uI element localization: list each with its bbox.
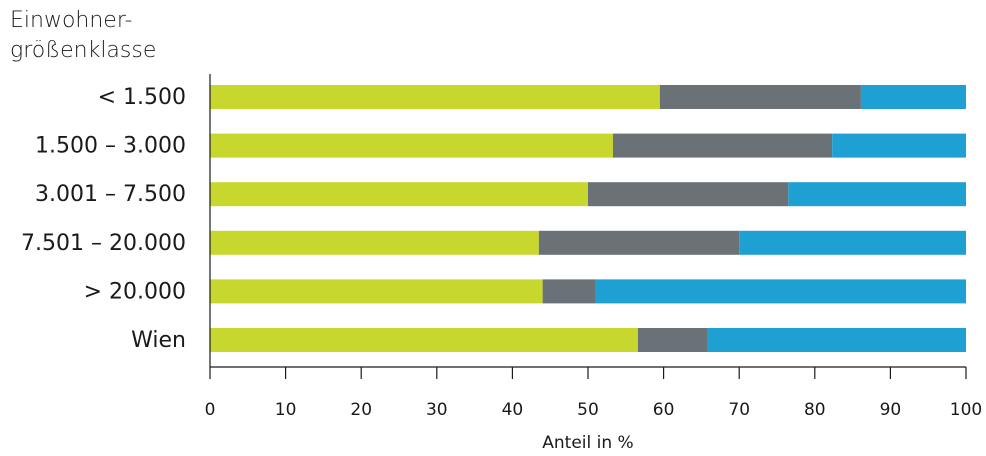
x-tick-label: 100: [950, 400, 982, 420]
bar-segment-2-row-6: [637, 328, 708, 352]
bar-segment-1-row-6: [210, 328, 638, 352]
bar-segment-3-row-2: [832, 133, 966, 158]
axes-group: 0 10 20 30 40 50 60 70 80 90 100: [205, 74, 982, 420]
bar-segment-3-row-5: [595, 279, 966, 304]
bar-segment-1-row-2: [210, 133, 613, 158]
x-tick-label: 90: [880, 400, 902, 420]
bar-segment-1-row-4: [210, 230, 539, 255]
category-labels: < 1.500 1.500 – 3.000 3.001 – 7.500 7.501 –…: [21, 85, 186, 353]
bar-segment-3-row-4: [739, 230, 966, 255]
bar-segment-1-row-3: [210, 182, 588, 207]
bar-segment-2-row-2: [612, 133, 833, 158]
y-axis-title-line-2: größenklasse: [10, 38, 157, 63]
bar-segment-3-row-3: [788, 182, 966, 207]
category-label: 7.501 – 20.000: [21, 231, 186, 256]
x-tick-label: 70: [728, 400, 750, 420]
category-label: 1.500 – 3.000: [35, 134, 186, 159]
bar-segment-2-row-3: [588, 182, 789, 207]
bar-segment-2-row-5: [542, 279, 596, 304]
x-tick-label: 20: [350, 400, 372, 420]
bar-segment-3-row-1: [860, 85, 966, 109]
x-axis-title: Anteil in %: [542, 433, 633, 453]
bar-segment-2-row-1: [659, 85, 861, 109]
bar-segment-3-row-6: [707, 328, 966, 352]
x-tick-label: 50: [577, 400, 599, 420]
category-label: Wien: [131, 328, 186, 353]
x-tick-label: 30: [426, 400, 448, 420]
x-tick-label: 80: [804, 400, 826, 420]
category-label: < 1.500: [98, 85, 186, 110]
category-label: > 20.000: [84, 279, 186, 304]
y-axis-title-line-1: Einwohner-: [10, 8, 133, 33]
y-axis-title: Einwohner- größenklasse: [10, 6, 156, 66]
bars-group: [210, 85, 966, 352]
bar-segment-1-row-5: [210, 279, 543, 304]
x-tick-label: 40: [502, 400, 524, 420]
category-label: 3.001 – 7.500: [35, 182, 186, 207]
x-tick-label: 10: [275, 400, 297, 420]
x-tick-label: 60: [653, 400, 675, 420]
bar-segment-1-row-1: [210, 85, 660, 109]
bar-segment-2-row-4: [538, 230, 740, 255]
x-tick-label: 0: [205, 400, 216, 420]
